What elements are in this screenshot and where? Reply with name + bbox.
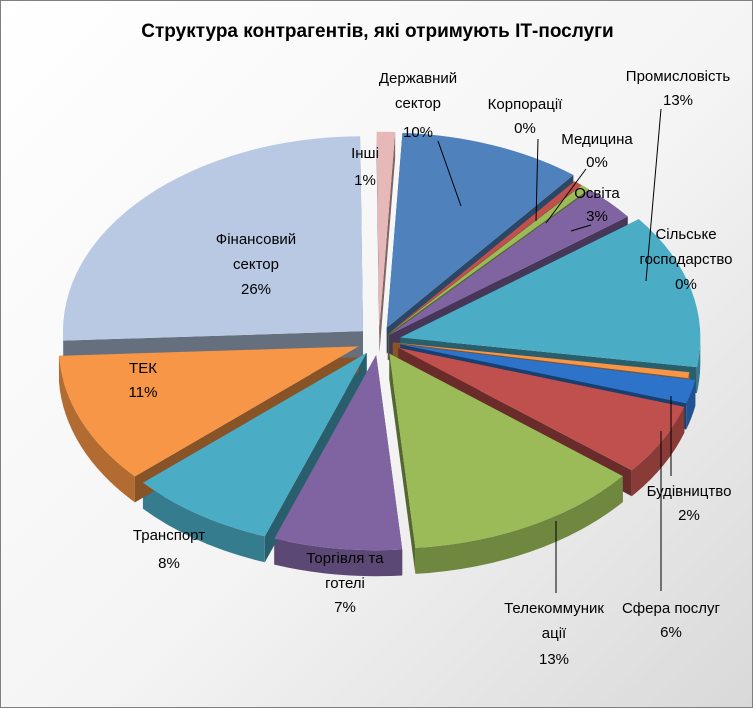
- slice-value-label: 2%: [678, 507, 700, 524]
- slice-value-label: 6%: [660, 624, 682, 641]
- slice-value-label: 13%: [663, 92, 693, 109]
- slice-value-label: 0%: [586, 154, 608, 171]
- slice-value-label: 7%: [334, 599, 356, 616]
- slice-name-label: Сфера послуг: [622, 600, 721, 617]
- slice-name-label: Будівництво: [647, 483, 732, 500]
- slice-name-label: Інші: [351, 145, 379, 162]
- pie-slice: [63, 136, 363, 340]
- slice-value-label: 13%: [539, 651, 569, 668]
- slice-name-label: Освіта: [574, 185, 620, 202]
- slice-name-label: ТЕК: [129, 360, 157, 377]
- slice-value-label: 0%: [675, 276, 697, 293]
- slice-value-label: 1%: [354, 172, 376, 189]
- slice-name-label: Транспорт: [133, 527, 205, 544]
- slice-name-label: Медицина: [561, 131, 633, 148]
- slice-value-label: 0%: [514, 120, 536, 137]
- slice-name-label: Промисловість: [626, 68, 731, 85]
- slice-value-label: 11%: [129, 384, 158, 401]
- slice-value-label: 10%: [403, 124, 433, 141]
- slice-value-label: 26%: [241, 281, 271, 298]
- slice-value-label: 3%: [586, 208, 608, 225]
- slice-value-label: 8%: [158, 555, 180, 572]
- slice-name-label: Корпорації: [488, 96, 563, 113]
